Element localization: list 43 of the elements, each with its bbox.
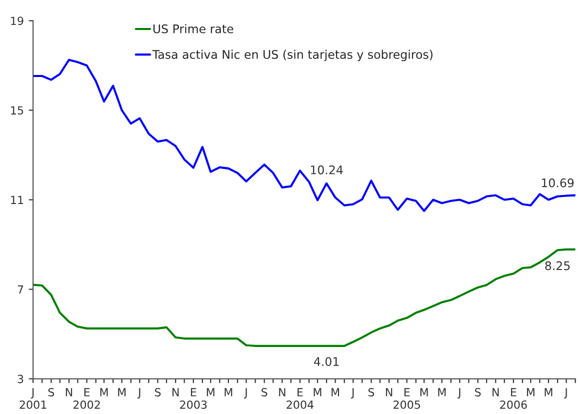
annotation: 4.01 — [314, 357, 339, 366]
x-tick-label: M — [420, 388, 428, 396]
y-tick-label: 3 — [18, 374, 24, 384]
x-tick-label: M — [206, 388, 214, 396]
x-tick-label: M — [100, 388, 108, 396]
x-tick-label: J 2001 — [20, 388, 46, 409]
x-tick-label: M — [332, 388, 340, 396]
annotation: 10.69 — [542, 178, 574, 188]
x-tick-label: M — [118, 388, 126, 396]
x-tick-label: E 2002 — [73, 388, 100, 409]
x-tick-label: E 2003 — [180, 388, 207, 409]
x-tick-label: N — [279, 388, 286, 396]
x-tick-label: E 2005 — [394, 388, 420, 409]
y-tick-label: 11 — [11, 196, 24, 204]
x-tick-label: J — [564, 388, 567, 399]
x-tick-label: M — [526, 388, 534, 396]
annotation: 10.24 — [310, 165, 343, 174]
x-tick-label: M — [314, 388, 322, 396]
x-tick-label: J — [458, 388, 460, 399]
x-tick-label: J — [137, 388, 140, 399]
x-tick-label: S — [154, 388, 161, 396]
legend-label: Tasa activa Nic en US (sin tarjetas y sobregiros) — [152, 50, 432, 62]
x-tick-label: N — [172, 388, 179, 396]
annotation: 8.25 — [545, 261, 570, 270]
x-tick-label: S — [48, 388, 54, 396]
x-tick-label: M — [224, 388, 232, 396]
y-tick-label: 19 — [11, 16, 24, 26]
x-tick-label: M — [438, 388, 446, 396]
x-tick-label: J — [244, 388, 247, 399]
x-tick-label: N — [66, 388, 72, 396]
y-tick-label: 15 — [11, 106, 24, 115]
x-tick-label: S — [368, 388, 374, 396]
x-tick-label: J — [350, 388, 354, 399]
x-tick-label: N — [386, 388, 392, 396]
x-tick-label: S — [262, 388, 268, 396]
x-tick-label: E 2004 — [286, 388, 314, 409]
x-tick-label: S — [475, 388, 481, 396]
line-series — [33, 248, 576, 347]
x-tick-label: M — [544, 388, 552, 396]
legend-label: US Prime rate — [153, 24, 234, 34]
y-tick-label: 7 — [18, 285, 24, 294]
x-tick-label: N — [492, 388, 499, 396]
x-tick-label: E 2006 — [500, 388, 527, 409]
